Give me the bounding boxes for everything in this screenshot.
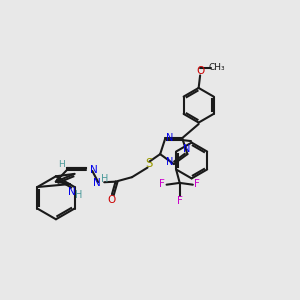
Text: F: F — [159, 179, 165, 189]
Text: H: H — [75, 190, 82, 200]
Text: N: N — [166, 157, 173, 167]
Text: F: F — [177, 196, 183, 206]
Text: N: N — [93, 178, 101, 188]
Text: N: N — [68, 188, 75, 197]
Text: F: F — [194, 179, 200, 189]
Text: S: S — [145, 157, 152, 170]
Text: H: H — [58, 160, 65, 169]
Text: N: N — [90, 165, 98, 175]
Text: CH₃: CH₃ — [209, 63, 226, 72]
Text: N: N — [183, 144, 190, 154]
Text: H: H — [100, 174, 108, 184]
Text: N: N — [167, 133, 174, 143]
Text: O: O — [108, 195, 116, 205]
Text: O: O — [196, 66, 204, 76]
